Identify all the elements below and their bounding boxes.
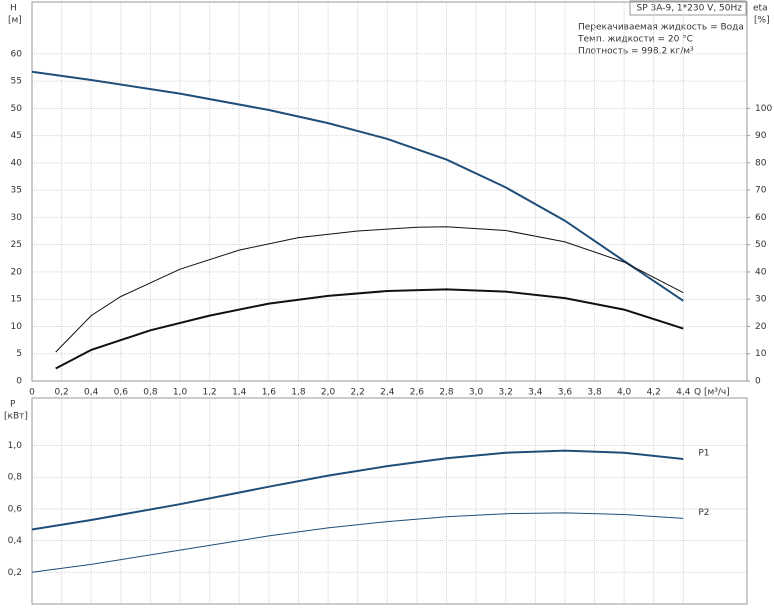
x-axis-label: Q [м³/ч]: [694, 388, 730, 398]
y-tick-label: 25: [11, 240, 22, 250]
y2-tick-label: 100: [755, 104, 772, 114]
y2-axis-label: eta: [753, 4, 768, 14]
y-tick-label: 35: [11, 186, 22, 196]
series-line: [55, 288, 684, 370]
x-tick-label: 0,8: [143, 388, 158, 398]
x-tick-label: 2,8: [439, 388, 454, 398]
y2-tick-label: 80: [755, 158, 767, 168]
y-axis-unit: [м]: [8, 16, 22, 26]
x-tick-label: 1,6: [262, 388, 277, 398]
x-tick-label: 3,0: [469, 388, 484, 398]
x-tick-label: 4,2: [647, 388, 661, 398]
y2-tick-label: 30: [755, 295, 767, 305]
x-tick-label: 3,6: [558, 388, 573, 398]
y2-axis-unit: [%]: [754, 16, 770, 26]
y-tick-label: 0,8: [8, 473, 23, 483]
y-tick-label: 30: [11, 213, 23, 223]
plot-frame: [31, 397, 748, 605]
series-label: P2: [698, 508, 709, 518]
y2-tick-label: 0: [755, 377, 761, 387]
annotation: Перекачиваемая жидкость = Вода: [578, 23, 744, 33]
y-axis-label: P: [10, 400, 16, 410]
y-tick-label: 55: [11, 77, 22, 87]
series-line: [55, 226, 684, 353]
y2-tick-label: 50: [755, 240, 767, 250]
x-tick-label: 2,4: [380, 388, 395, 398]
y2-tick-label: 20: [755, 322, 767, 332]
x-tick-label: 2,2: [351, 388, 365, 398]
x-tick-label: 0: [29, 388, 35, 398]
y-tick-label: 50: [11, 104, 23, 114]
x-tick-label: 2,6: [410, 388, 425, 398]
y-axis-unit: [кВт]: [4, 412, 28, 422]
x-tick-label: 0,2: [54, 388, 68, 398]
y2-tick-label: 70: [755, 186, 767, 196]
y-tick-label: 60: [11, 49, 23, 59]
plot-frame: [31, 1, 748, 382]
y-tick-label: 0,4: [8, 536, 23, 546]
x-tick-label: 1,2: [202, 388, 216, 398]
x-tick-label: 3,8: [587, 388, 602, 398]
x-tick-label: 0,6: [114, 388, 129, 398]
x-tick-label: 4,0: [617, 388, 632, 398]
y-tick-label: 1,0: [8, 441, 23, 451]
series-label: P1: [698, 449, 709, 459]
y-axis-label: H: [10, 4, 17, 14]
x-tick-label: 1,8: [291, 388, 306, 398]
chart-title: SP 3A-9, 1*230 V, 50Hz: [637, 4, 743, 14]
y2-tick-label: 10: [755, 349, 767, 359]
series-line: [31, 70, 684, 302]
x-tick-label: 2,0: [321, 388, 336, 398]
y2-tick-label: 90: [755, 131, 767, 141]
x-tick-label: 0,4: [84, 388, 99, 398]
y-tick-label: 5: [16, 349, 22, 359]
y-tick-label: 20: [11, 267, 23, 277]
y-tick-label: 10: [11, 322, 23, 332]
series-line: [31, 512, 684, 573]
y-tick-label: 15: [11, 295, 22, 305]
y-tick-label: 0,6: [8, 504, 23, 514]
x-tick-label: 4,4: [676, 388, 691, 398]
x-tick-label: 1,0: [173, 388, 188, 398]
x-tick-label: 1,4: [232, 388, 247, 398]
y-tick-label: 40: [11, 158, 23, 168]
y-tick-label: 0,2: [8, 568, 22, 578]
title-box: [629, 0, 747, 16]
series-line: [31, 449, 684, 531]
y-tick-label: 0: [16, 377, 22, 387]
annotation: Плотность = 998.2 кг/м³: [578, 47, 694, 57]
y2-tick-label: 60: [755, 213, 767, 223]
x-tick-label: 3,4: [528, 388, 543, 398]
x-tick-label: 3,2: [499, 388, 513, 398]
y-tick-label: 45: [11, 131, 22, 141]
annotation: Темп. жидкости = 20 °C: [577, 35, 693, 45]
y2-tick-label: 40: [755, 267, 767, 277]
